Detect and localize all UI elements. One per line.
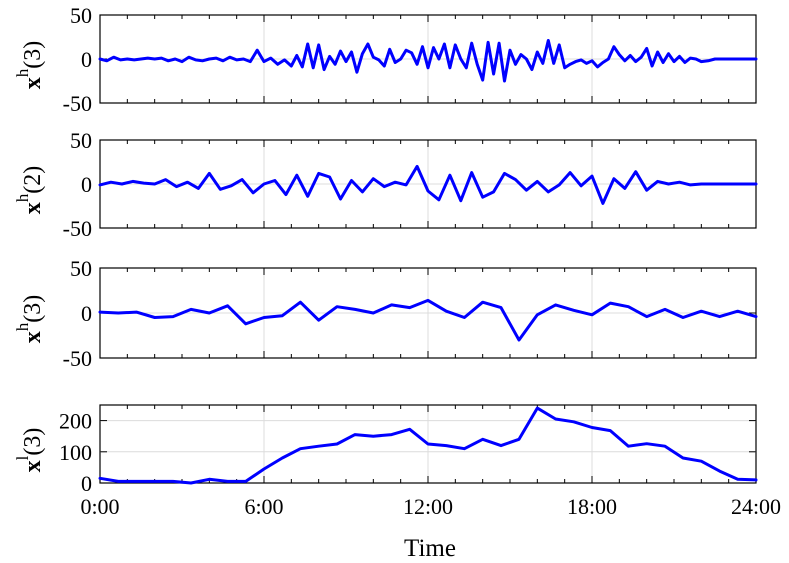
series-line <box>98 164 758 205</box>
y-axis-title-tail: (3) <box>20 41 46 69</box>
y-tick-label: 0 <box>81 301 92 326</box>
y-axis-title: xh(3) <box>13 41 46 89</box>
y-tick-label: -50 <box>63 346 92 371</box>
y-tick-label: 0 <box>81 172 92 197</box>
x-tick-label: 24:00 <box>731 494 781 519</box>
series-line <box>98 298 758 342</box>
chart-panel-4: 200 100 0 xl(3) <box>13 404 758 496</box>
y-tick-label: 200 <box>59 409 92 434</box>
y-axis-title-main: x <box>20 202 46 214</box>
y-axis-title-tail: (3) <box>20 428 46 456</box>
y-tick-label: 50 <box>70 3 92 28</box>
y-axis-title-main: x <box>20 77 46 89</box>
y-axis-title: xh(2) <box>13 166 46 214</box>
x-tick-label: 0:00 <box>80 494 119 519</box>
chart-panel-2: 50 0 -50 xh(2) <box>13 128 758 241</box>
y-tick-label: -50 <box>63 91 92 116</box>
x-tick-labels: 0:00 6:00 12:00 18:00 24:00 <box>80 494 781 519</box>
chart-panel-3: 50 0 -50 xh(3) <box>13 256 758 371</box>
series-line <box>98 39 758 83</box>
y-axis-title-main: x <box>20 331 46 343</box>
y-tick-label: 0 <box>81 471 92 496</box>
y-tick-label: 50 <box>70 256 92 281</box>
y-tick-label: 100 <box>59 440 92 465</box>
y-axis-title-sup: h <box>13 322 32 331</box>
y-axis-title: xl(3) <box>13 428 46 473</box>
series-line <box>98 406 758 485</box>
x-tick-label: 18:00 <box>567 494 617 519</box>
y-axis-title-tail: (3) <box>20 295 46 323</box>
y-axis-title-sup: h <box>13 68 32 77</box>
y-axis-title-tail: (2) <box>20 166 46 194</box>
x-axis-title: Time <box>404 535 456 562</box>
y-tick-label: -50 <box>63 216 92 241</box>
y-tick-label: 0 <box>81 47 92 72</box>
y-axis-title-sup: h <box>13 193 32 202</box>
y-axis-title-sup: l <box>13 455 32 460</box>
chart-panel-1: 50 0 -50 xh(3) <box>13 3 758 116</box>
x-tick-label: 12:00 <box>403 494 453 519</box>
panels: 500-50xh(3)500-50xh(2)500-50xh(3)2001000… <box>13 3 758 496</box>
y-axis-title: xh(3) <box>13 295 46 343</box>
y-tick-label: 50 <box>70 128 92 153</box>
y-axis-title-main: x <box>20 460 46 472</box>
x-tick-label: 6:00 <box>244 494 283 519</box>
